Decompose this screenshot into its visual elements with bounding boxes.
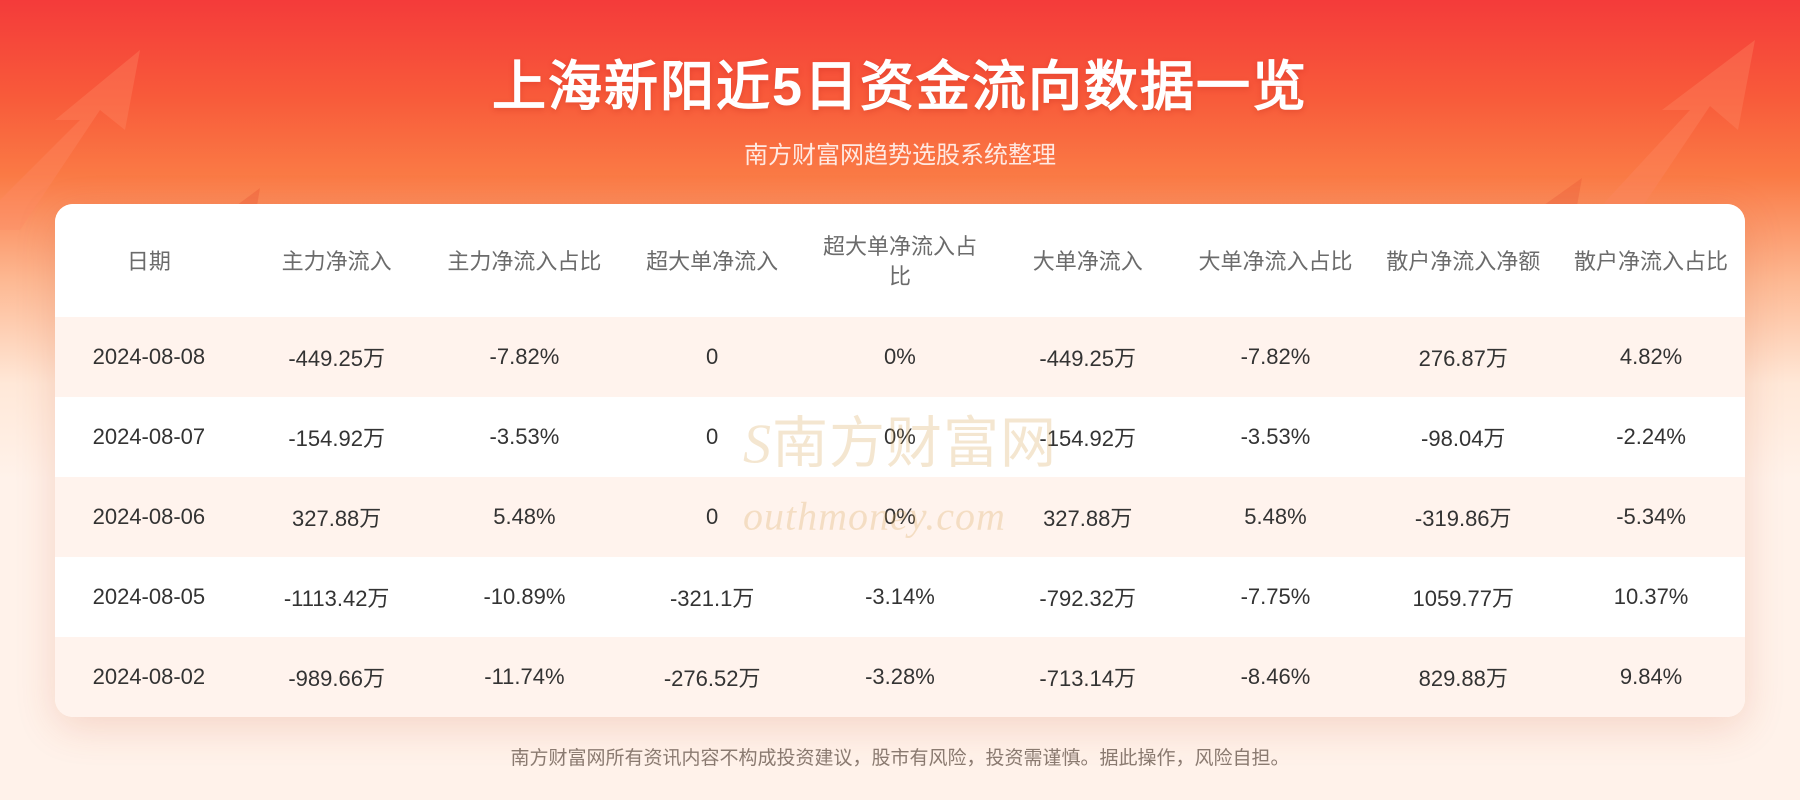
table-cell: 0 [618,317,806,397]
table-cell: 5.48% [431,477,619,557]
table-row: 2024-08-08-449.25万-7.82%00%-449.25万-7.82… [55,317,1745,397]
page-subtitle: 南方财富网趋势选股系统整理 [0,135,1800,170]
table-header-row: 日期 主力净流入 主力净流入占比 超大单净流入 超大单净流入占比 大单净流入 大… [55,204,1745,317]
table-cell: 2024-08-06 [55,477,243,557]
table-cell: -3.53% [1182,397,1370,477]
col-xl-net: 超大单净流入 [618,204,806,317]
table-cell: 0 [618,397,806,477]
table-body: 2024-08-08-449.25万-7.82%00%-449.25万-7.82… [55,317,1745,717]
col-retail-net: 散户净流入净额 [1369,204,1557,317]
table-cell: -98.04万 [1369,397,1557,477]
disclaimer-text: 南方财富网所有资讯内容不构成投资建议，股市有风险，投资需谨慎。据此操作，风险自担… [0,743,1800,770]
table-cell: 276.87万 [1369,317,1557,397]
table-cell: 5.48% [1182,477,1370,557]
table-cell: 10.37% [1557,557,1745,637]
table-cell: -792.32万 [994,557,1182,637]
col-main-pct: 主力净流入占比 [431,204,619,317]
table-cell: -154.92万 [243,397,431,477]
table-cell: -989.66万 [243,637,431,717]
table-cell: 0% [806,397,994,477]
table-cell: -276.52万 [618,637,806,717]
col-large-net: 大单净流入 [994,204,1182,317]
table-cell: 1059.77万 [1369,557,1557,637]
table-cell: -2.24% [1557,397,1745,477]
table-cell: -3.28% [806,637,994,717]
table-cell: 327.88万 [994,477,1182,557]
header: 上海新阳近5日资金流向数据一览 南方财富网趋势选股系统整理 [0,0,1800,170]
page-title: 上海新阳近5日资金流向数据一览 [0,42,1800,121]
table-cell: 327.88万 [243,477,431,557]
col-date: 日期 [55,204,243,317]
data-table-card: 日期 主力净流入 主力净流入占比 超大单净流入 超大单净流入占比 大单净流入 大… [55,204,1745,717]
col-retail-pct: 散户净流入占比 [1557,204,1745,317]
table-row: 2024-08-05-1113.42万-10.89%-321.1万-3.14%-… [55,557,1745,637]
col-main-net: 主力净流入 [243,204,431,317]
table-cell: 2024-08-07 [55,397,243,477]
table-cell: -8.46% [1182,637,1370,717]
table-cell: 2024-08-05 [55,557,243,637]
table-cell: -3.14% [806,557,994,637]
table-cell: 2024-08-08 [55,317,243,397]
table-cell: -449.25万 [994,317,1182,397]
table-cell: -7.82% [1182,317,1370,397]
table-cell: -321.1万 [618,557,806,637]
col-xl-pct: 超大单净流入占比 [806,204,994,317]
table-cell: -7.75% [1182,557,1370,637]
table-cell: -11.74% [431,637,619,717]
table-row: 2024-08-02-989.66万-11.74%-276.52万-3.28%-… [55,637,1745,717]
table-cell: -713.14万 [994,637,1182,717]
fund-flow-table: 日期 主力净流入 主力净流入占比 超大单净流入 超大单净流入占比 大单净流入 大… [55,204,1745,717]
table-cell: -319.86万 [1369,477,1557,557]
table-cell: 2024-08-02 [55,637,243,717]
table-cell: 9.84% [1557,637,1745,717]
table-cell: -5.34% [1557,477,1745,557]
table-cell: -7.82% [431,317,619,397]
table-cell: -3.53% [431,397,619,477]
table-cell: -10.89% [431,557,619,637]
table-cell: -449.25万 [243,317,431,397]
table-cell: -154.92万 [994,397,1182,477]
table-cell: 0% [806,477,994,557]
table-cell: 0% [806,317,994,397]
table-cell: -1113.42万 [243,557,431,637]
col-large-pct: 大单净流入占比 [1182,204,1370,317]
table-cell: 4.82% [1557,317,1745,397]
table-row: 2024-08-07-154.92万-3.53%00%-154.92万-3.53… [55,397,1745,477]
table-row: 2024-08-06327.88万5.48%00%327.88万5.48%-31… [55,477,1745,557]
table-cell: 829.88万 [1369,637,1557,717]
table-cell: 0 [618,477,806,557]
